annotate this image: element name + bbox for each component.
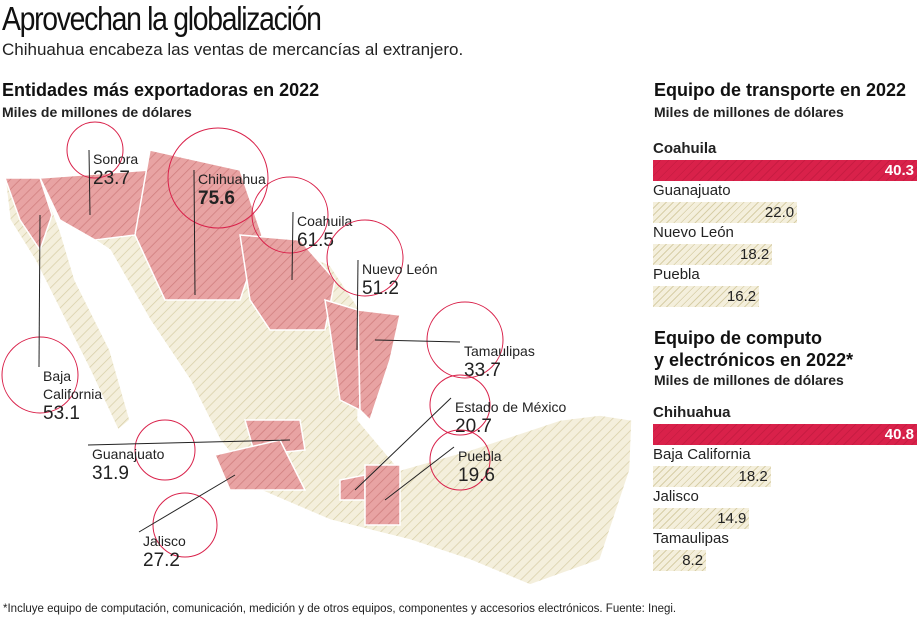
- state-name: Puebla: [458, 448, 502, 464]
- map-title: Entidades más exportadoras en 2022: [2, 80, 320, 100]
- leader-line: [193, 169, 196, 296]
- bar-label: Baja California: [653, 446, 751, 463]
- title: Aprovechan la globalización: [2, 0, 322, 37]
- state-value: 31.9: [92, 463, 129, 484]
- map-unit: Miles de millones de dólares: [2, 104, 192, 120]
- state-chihuahua: [134, 149, 263, 301]
- bar: 18.2: [653, 466, 771, 487]
- bars1-unit: Miles de millones de dólares: [654, 104, 844, 120]
- state-nuevo-león: [324, 298, 361, 412]
- state-value: 27.2: [143, 550, 180, 571]
- leader-line: [374, 339, 461, 343]
- callout-circle: [134, 419, 196, 481]
- bar: 16.2: [653, 286, 760, 307]
- leader-line: [291, 211, 294, 281]
- bar-label: Nuevo León: [653, 224, 734, 241]
- leader-line: [354, 397, 452, 491]
- bar: 18.2: [653, 244, 773, 265]
- state-name: California: [43, 386, 102, 402]
- bar: 8.2: [653, 550, 707, 571]
- bars2-unit: Miles de millones de dólares: [654, 372, 844, 388]
- bar-value: 16.2: [726, 288, 757, 305]
- state-name: Jalisco: [143, 533, 186, 549]
- state-value: 61.5: [297, 230, 334, 251]
- bar-label: Jalisco: [653, 488, 699, 505]
- callout-circle: [152, 492, 218, 558]
- callout-circle: [429, 429, 491, 491]
- bar-value: 40.8: [884, 426, 914, 443]
- state-name: Coahuila: [297, 213, 352, 229]
- state-value: 20.7: [455, 416, 492, 437]
- state-coahuila: [239, 234, 336, 331]
- state-value: 75.6: [198, 188, 235, 209]
- state-name: Sonora: [93, 151, 138, 167]
- state-sonora: [38, 169, 151, 241]
- callout-circle: [429, 374, 491, 436]
- state-jalisco: [213, 439, 307, 491]
- callout-circle: [66, 121, 124, 179]
- bars2-title: Equipo de computo y electrónicos en 2022…: [654, 327, 853, 371]
- leader-line: [138, 474, 236, 533]
- leader-line: [88, 149, 91, 216]
- state-value: 51.2: [362, 278, 399, 299]
- state-value: 19.6: [458, 465, 495, 486]
- callout-circle: [1, 336, 79, 414]
- state-name: Guanajuato: [92, 446, 165, 462]
- callout-circle: [251, 176, 329, 254]
- state-name: Nuevo León: [362, 261, 438, 277]
- callout-circle: [167, 127, 269, 229]
- bar-value: 8.2: [682, 552, 704, 569]
- state-puebla: [364, 464, 401, 526]
- state-value: 23.7: [93, 168, 130, 189]
- state-tamaulipas: [357, 309, 401, 422]
- footnote: *Incluye equipo de computación, comunica…: [3, 603, 677, 615]
- leader-line: [87, 439, 291, 446]
- bar-label: Guanajuato: [653, 182, 731, 199]
- bar-value: 18.2: [740, 246, 770, 263]
- bar-value: 14.9: [717, 510, 747, 527]
- state-estado-de-méxico: [339, 474, 366, 501]
- bar-value: 40.3: [884, 162, 914, 179]
- state-value: 53.1: [43, 403, 80, 424]
- callout-circle: [426, 301, 504, 379]
- state-value: 33.7: [464, 360, 501, 381]
- bar-label: Coahuila: [653, 140, 717, 157]
- state-name: Estado de México: [455, 399, 566, 415]
- leader-line: [38, 214, 41, 368]
- bar-value: 22.0: [764, 204, 795, 221]
- state-name: Baja: [43, 368, 71, 384]
- bar-value: 18.2: [738, 468, 768, 485]
- bars2-title-line2: y electrónicos en 2022*: [654, 350, 854, 370]
- bar: 40.8: [653, 424, 917, 445]
- callout-circle: [326, 219, 404, 297]
- leader-line: [356, 259, 359, 351]
- bars2-title-line1: Equipo de computo: [654, 328, 822, 348]
- state-name: Tamaulipas: [464, 343, 535, 359]
- bar-label: Chihuahua: [653, 404, 731, 421]
- bar-label: Puebla: [653, 266, 700, 283]
- bar: 14.9: [653, 508, 750, 529]
- bar-label: Tamaulipas: [653, 530, 729, 547]
- bars1-title: Equipo de transporte en 2022: [654, 80, 907, 100]
- state-name: Chihuahua: [198, 171, 266, 187]
- subtitle: Chihuahua encabeza las ventas de mercanc…: [2, 40, 464, 59]
- leader-line: [384, 446, 455, 501]
- bar: 40.3: [653, 160, 917, 181]
- bar: 22.0: [653, 202, 798, 223]
